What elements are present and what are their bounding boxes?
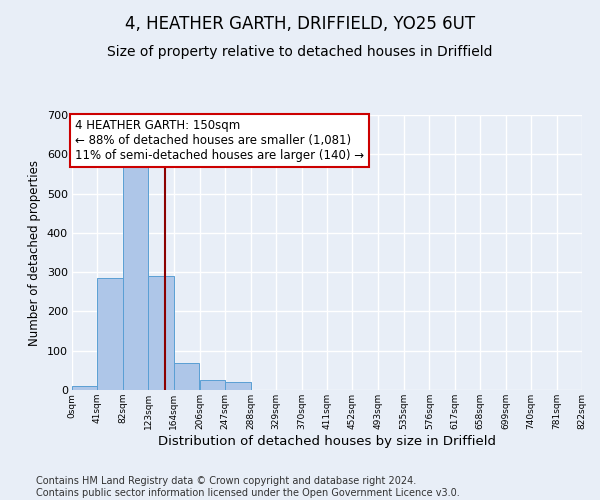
Bar	[200, 380, 225, 390]
Text: 4, HEATHER GARTH, DRIFFIELD, YO25 6UT: 4, HEATHER GARTH, DRIFFIELD, YO25 6UT	[125, 15, 475, 33]
Bar	[148, 276, 174, 390]
Y-axis label: Number of detached properties: Number of detached properties	[28, 160, 41, 346]
Bar	[174, 362, 199, 390]
Bar	[225, 382, 251, 390]
Text: 4 HEATHER GARTH: 150sqm
← 88% of detached houses are smaller (1,081)
11% of semi: 4 HEATHER GARTH: 150sqm ← 88% of detache…	[75, 119, 364, 162]
Text: Size of property relative to detached houses in Driffield: Size of property relative to detached ho…	[107, 45, 493, 59]
Bar	[72, 386, 97, 390]
Bar	[97, 278, 123, 390]
Text: Contains HM Land Registry data © Crown copyright and database right 2024.
Contai: Contains HM Land Registry data © Crown c…	[36, 476, 460, 498]
X-axis label: Distribution of detached houses by size in Driffield: Distribution of detached houses by size …	[158, 434, 496, 448]
Bar	[123, 164, 148, 390]
